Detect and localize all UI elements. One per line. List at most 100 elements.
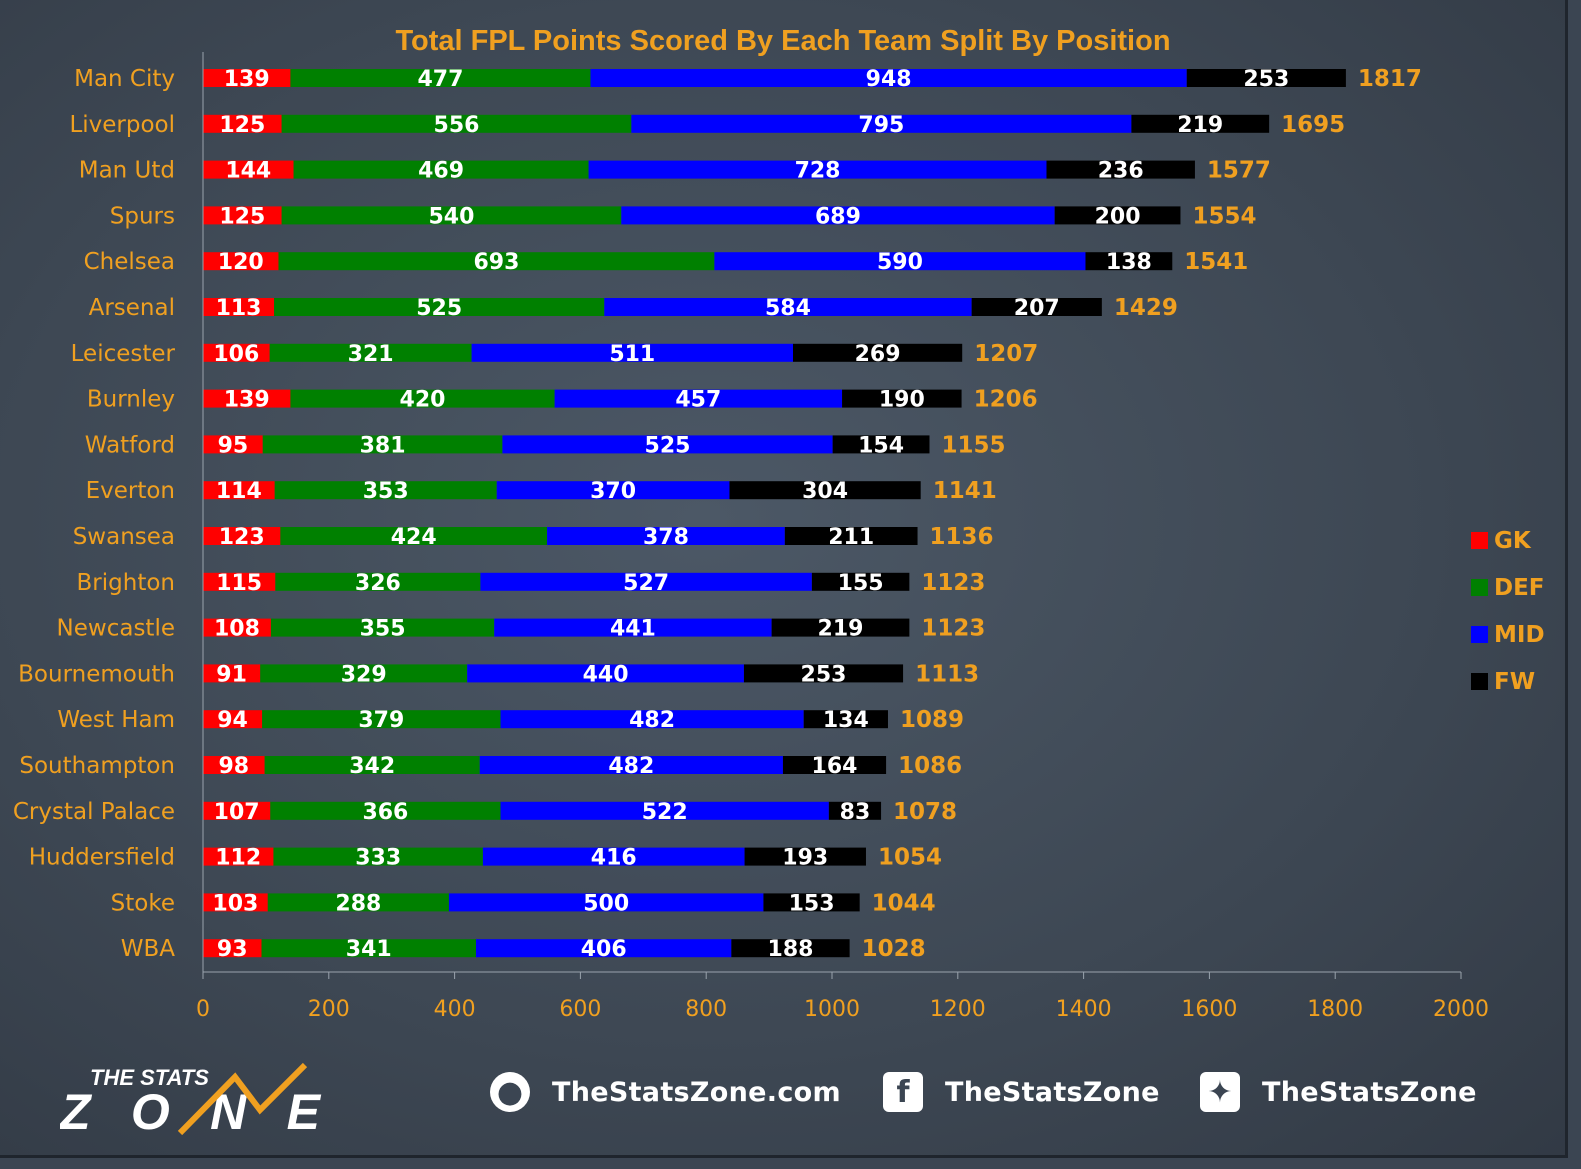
legend-swatch-fw [1471,673,1488,690]
total-value-label: 1078 [893,799,957,825]
segment-value-label: 329 [341,662,387,687]
segment-value-label: 948 [866,67,912,92]
segment-value-label: 424 [391,525,437,550]
total-value-label: 1207 [974,341,1038,367]
bar-segment-gk [203,298,275,316]
segment-value-label: 342 [349,754,395,779]
twitter-link[interactable]: ✦ TheStatsZone [1200,1070,1477,1114]
segment-value-label: 333 [355,846,401,871]
segment-value-label: 91 [216,662,247,687]
segment-value-label: 123 [219,525,265,550]
segment-value-label: 207 [1014,296,1060,321]
total-value-label: 1044 [872,890,936,916]
segment-value-label: 83 [840,800,871,825]
the-stats-zone-logo: THE STATS ZONE [60,1062,322,1135]
team-label: Chelsea [84,249,175,275]
bar-segment-fw [803,710,888,729]
segment-value-label: 154 [858,433,904,458]
segment-value-label: 193 [782,846,828,871]
segment-value-label: 304 [802,479,848,504]
segment-value-label: 139 [224,388,270,413]
bar-segment-def [270,801,501,820]
segment-value-label: 219 [818,617,864,642]
bar-segment-gk [203,664,261,683]
total-value-label: 1817 [1358,66,1422,92]
bar-segment-mid [448,893,764,912]
segment-value-label: 112 [215,846,261,871]
bar-segment-fw [782,756,887,774]
total-value-label: 1577 [1207,158,1271,184]
bar-segment-def [290,389,555,408]
x-tick-label: 2000 [1433,997,1489,1022]
team-label: Southampton [19,753,175,779]
bar-segment-fw [744,847,866,866]
bar-segment-mid [480,572,812,591]
segment-value-label: 366 [362,800,408,825]
facebook-icon: f [883,1072,923,1112]
segment-value-label: 144 [225,159,271,184]
segment-value-label: 341 [346,937,392,962]
bar-segment-gk [203,710,263,729]
bar-segment-def [281,206,622,225]
bar-segment-mid [502,435,833,454]
x-axis: 0 200 400 600 800 1000 1200 1400 1600 1800 2000 [196,52,1489,1022]
segment-value-label: 457 [675,388,721,413]
bar-segment-def [264,756,480,774]
x-tick-label: 600 [559,997,601,1022]
fpl-points-stacked-bar-chart: Total FPL Points Scored By Each Team Spl… [13,25,1545,1022]
team-label: WBA [121,936,176,962]
facebook-text: TheStatsZone [945,1076,1160,1108]
legend-label-gk: GK [1494,528,1532,554]
segment-value-label: 219 [1177,113,1223,138]
total-value-label: 1206 [974,387,1038,413]
segment-value-label: 200 [1095,204,1141,229]
segment-value-label: 269 [855,342,901,367]
bar-segment-def [290,69,591,87]
bar-segment-gk [203,893,268,912]
total-value-label: 1123 [921,616,985,642]
logo-text-top: THE STATS [90,1065,209,1090]
segment-value-label: 525 [416,296,462,321]
footer: THE STATS ZONE ● TheStatsZone.com f TheS… [0,1045,1565,1145]
bar-segment-fw [793,343,963,362]
total-value-label: 1141 [933,478,997,504]
segment-value-label: 355 [360,617,406,642]
bar-segment-fw [729,481,921,500]
segment-value-label: 113 [216,296,262,321]
segment-value-label: 527 [623,571,669,596]
bar-segment-gk [203,343,270,362]
segment-value-label: 500 [583,891,629,916]
bar-segment-gk [203,801,271,820]
bar-segment-mid [588,160,1047,179]
bar-segment-fw [743,664,904,683]
segment-value-label: 107 [214,800,260,825]
chart-title: Total FPL Points Scored By Each Team Spl… [395,25,1170,57]
segment-value-label: 379 [358,708,404,733]
bar-segment-mid [479,756,783,774]
segment-value-label: 525 [645,433,691,458]
segment-value-label: 469 [418,159,464,184]
bar-segment-fw [1186,69,1346,87]
segment-value-label: 370 [590,479,636,504]
segment-value-label: 482 [629,708,675,733]
website-link[interactable]: ● TheStatsZone.com [490,1070,841,1114]
team-label: Man City [74,66,175,92]
segment-value-label: 93 [217,937,248,962]
bar-segment-def [262,710,501,729]
segment-value-label: 728 [795,159,841,184]
total-value-label: 1541 [1184,249,1248,275]
bar-segment-fw [1085,252,1173,271]
team-label: Swansea [73,524,175,550]
team-label: Burnley [87,387,175,413]
total-value-label: 1429 [1114,295,1178,321]
bar-segment-mid [621,206,1055,225]
bar-segment-def [269,343,472,362]
facebook-link[interactable]: f TheStatsZone [883,1070,1160,1114]
globe-icon: ● [490,1072,530,1112]
team-label: Newcastle [57,616,175,642]
team-label: Crystal Palace [13,799,175,825]
bar-segment-gk [203,756,265,774]
legend-label-def: DEF [1494,575,1545,601]
bar-segment-mid [547,527,785,545]
segment-value-label: 482 [608,754,654,779]
